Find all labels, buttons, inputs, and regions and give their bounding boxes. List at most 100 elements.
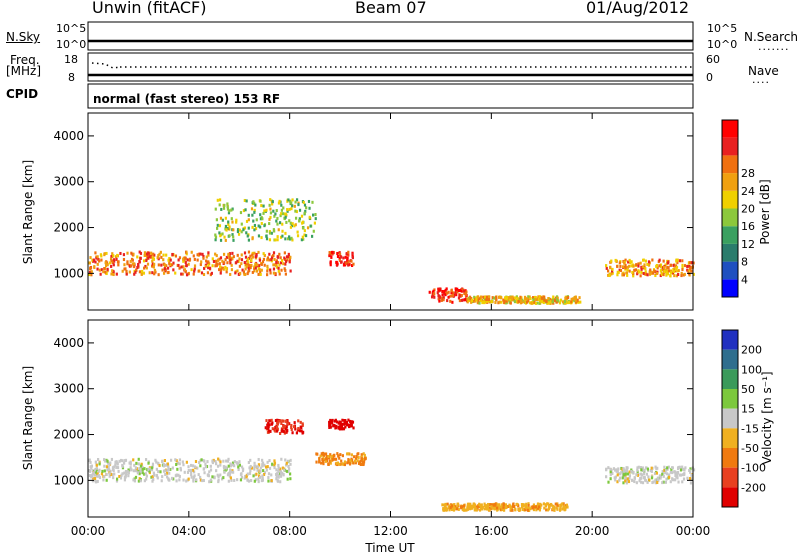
power-echo-cell [273,229,276,233]
y-tick-label: 4000 [53,129,84,143]
power-echo-cell [247,238,251,242]
velocity-colorbar-swatch [722,330,738,350]
velocity-echo-cell [249,469,252,473]
velocity-echo-cell [182,478,185,482]
power-echo-cell [139,256,142,260]
power-echo-cell [110,255,113,259]
power-echo-cell [528,295,531,299]
velocity-echo-cell [329,461,332,465]
velocity-echo-cell [472,505,475,509]
velocity-echo-cell [638,479,641,483]
power-echo-cell [199,252,202,256]
power-echo-cell [672,268,675,272]
velocity-echo-cell [266,465,269,469]
velocity-echo-cell [241,469,245,473]
power-echo-cell [528,301,532,305]
power-echo-cell [616,264,619,268]
velocity-echo-cell [362,452,365,456]
power-echo-cell [105,251,108,255]
velocity-echo-cell [529,507,532,511]
velocity-echo-cell [543,506,546,510]
power-echo-cell [690,261,693,265]
power-echo-cell [260,204,263,208]
power-echo-cell [238,264,241,268]
velocity-echo-cell [295,431,299,435]
velocity-echo-cell [521,508,525,512]
velocity-echo-cell [536,506,539,510]
power-echo-cell [89,266,93,270]
velocity-echo-cell [673,470,676,474]
power-echo-cell [231,220,234,224]
power-echo-cell [440,296,443,300]
power-echo-cell [242,209,246,213]
power-echo-cell [187,262,190,266]
power-echo-cell [238,228,241,232]
velocity-echo-cell [632,470,635,474]
velocity-echo-cell [169,467,172,471]
power-echo-cell [577,300,580,304]
velocity-echo-cell [246,478,249,482]
velocity-echo-cell [121,459,124,463]
power-echo-cell [126,260,129,264]
power-echo-cell [253,251,256,255]
velocity-echo-cell [103,475,106,479]
power-echo-cell [160,263,163,267]
power-echo-cell [536,297,540,301]
velocity-echo-cell [452,505,455,509]
power-echo-cell [287,198,290,202]
velocity-echo-cell [564,507,567,511]
velocity-echo-cell [315,460,318,464]
velocity-echo-cell [154,458,157,462]
power-echo-cell [553,298,557,302]
power-echo-cell [490,300,493,304]
freq-tick-top: 18 [64,53,78,66]
velocity-echo-cell [354,461,357,465]
velocity-echo-cell [116,462,119,466]
power-echo-cell [519,295,522,299]
power-echo-cell [247,264,251,268]
velocity-echo-cell [618,478,621,482]
power-echo-cell [102,270,105,274]
velocity-echo-cell [532,503,536,507]
nsky-label: N.Sky [6,30,41,44]
power-echo-cell [90,273,93,277]
power-echo-cell [225,270,228,274]
power-echo-cell [265,237,269,241]
power-echo-cell [286,208,289,212]
velocity-echo-cell [329,422,332,426]
power-echo-cell [458,289,461,293]
velocity-echo-cell [565,503,569,507]
velocity-echo-cell [290,423,293,427]
velocity-echo-cell [98,462,101,466]
power-echo-cell [284,215,287,219]
power-echo-cell [207,266,210,270]
power-echo-cell [256,263,259,267]
velocity-echo-cell [167,465,170,469]
velocity-echo-cell [255,472,258,476]
power-echo-cell [251,213,254,217]
power-echo-cell [294,209,297,213]
velocity-echo-cell [683,472,686,476]
power-echo-cell [626,268,629,272]
velocity-echo-cell [655,478,658,482]
velocity-echo-cell [265,468,268,472]
velocity-echo-cell [111,473,114,477]
velocity-echo-cell [231,461,235,465]
power-echo-cell [274,238,277,242]
power-echo-cell [154,270,157,274]
power-echo-cell [147,251,150,255]
velocity-echo-cell [280,457,283,461]
nsearch-tick-top: 10^5 [707,22,738,35]
velocity-echo-cell [547,502,550,506]
power-echo-cell [228,234,231,238]
power-echo-cell [342,263,346,267]
power-echo-cell [151,262,154,266]
velocity-echo-cell [511,508,514,512]
power-echo-cell [302,200,305,204]
velocity-echo-cell [178,478,181,482]
power-echo-cell [201,252,204,256]
power-echo-cell [235,218,238,222]
velocity-echo-cell [248,471,252,475]
velocity-echo-cell [217,457,220,461]
velocity-echo-cell [148,469,151,473]
